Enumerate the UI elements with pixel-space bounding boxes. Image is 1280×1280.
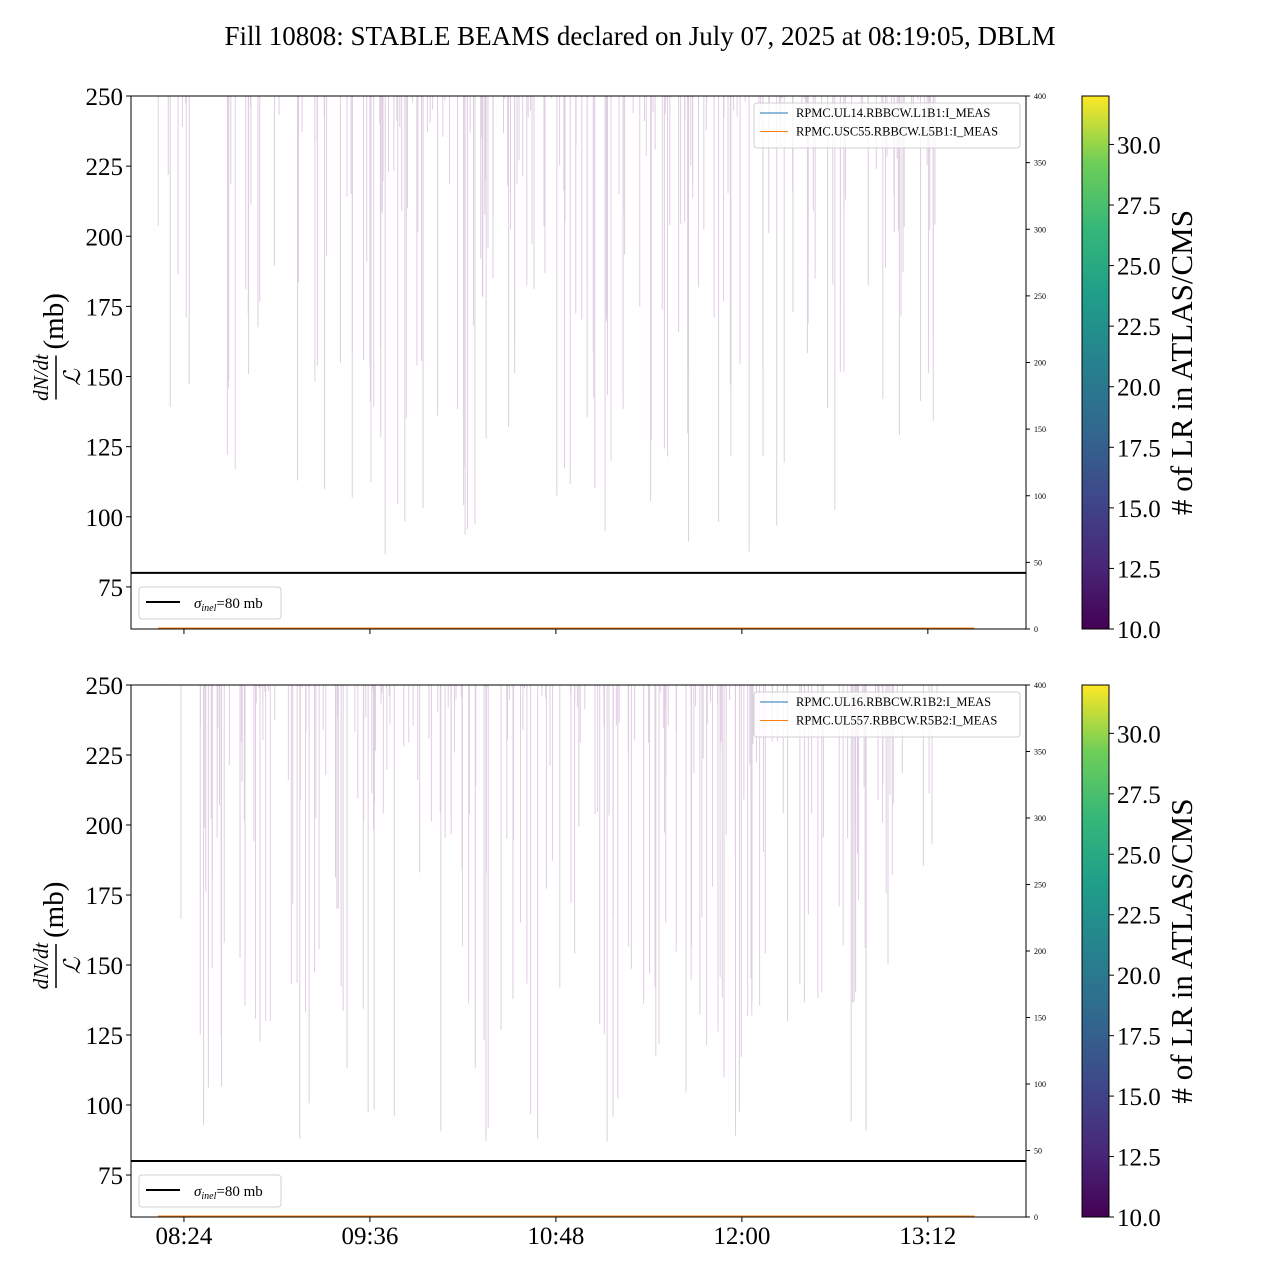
reference-legend: σinel=80 mb (138, 1174, 282, 1208)
colorbar-gradient (1081, 684, 1110, 1218)
y2-tick-label: 400 (1034, 92, 1046, 101)
legend-label-1: RPMC.UL14.RBBCW.L1B1:I_MEAS (796, 106, 990, 120)
colorbar-tick-label: 12.5 (1117, 556, 1161, 583)
y-label-unit: (mb) (38, 882, 70, 938)
reference-legend-box (138, 586, 282, 620)
reference-legend: σinel=80 mb (138, 586, 282, 620)
legend-label-1: RPMC.UL16.RBBCW.R1B2:I_MEAS (796, 695, 991, 709)
y2-tick-label: 400 (1034, 681, 1046, 690)
series-legend: RPMC.UL14.RBBCW.L1B1:I_MEAS RPMC.USC55.RB… (753, 102, 1021, 149)
y-axis-label: dN/dt ℒ (mb) (29, 882, 85, 990)
data-spikes (164, 685, 938, 1142)
y-label-numerator: dN/dt (29, 942, 53, 990)
y-tick-label: 175 (86, 294, 124, 321)
legend-label-2: RPMC.USC55.RBBCW.L5B1:I_MEAS (796, 125, 998, 139)
y-tick-label: 150 (86, 953, 124, 980)
y-label-denominator: ℒ (60, 957, 85, 974)
y-tick-label: 250 (86, 673, 124, 700)
x-tick-label: 13:12 (899, 1223, 956, 1250)
colorbar-tick-label: 10.0 (1117, 1205, 1161, 1232)
colorbar-label: # of LR in ATLAS/CMS (1164, 210, 1199, 515)
colorbar-tick-label: 22.5 (1117, 903, 1161, 930)
colorbar-tick-label: 22.5 (1117, 314, 1161, 341)
y-tick-label: 175 (86, 883, 124, 910)
y-tick-label: 200 (86, 813, 124, 840)
y-tick-label: 75 (98, 575, 123, 602)
y-tick-label: 100 (86, 1093, 124, 1120)
y2-tick-label: 0 (1034, 1213, 1038, 1222)
y-tick-label: 225 (86, 154, 124, 181)
series-legend-box (753, 691, 1021, 738)
colorbar: 10.0 12.5 15.0 17.5 20.0 22.5 25.0 27.5 30.0 # of… (1081, 684, 1199, 1232)
colorbar-gradient (1081, 95, 1110, 630)
y-tick-label: 250 (86, 84, 124, 111)
y-label-unit: (mb) (38, 293, 70, 349)
colorbar-label: # of LR in ATLAS/CMS (1164, 799, 1199, 1104)
colorbar-tick-label: 30.0 (1117, 721, 1161, 748)
y-tick-label: 75 (98, 1163, 123, 1190)
y2-tick-label: 100 (1034, 492, 1046, 501)
colorbar-tick-label: 15.0 (1117, 496, 1161, 523)
colorbar-tick-label: 30.0 (1117, 132, 1161, 159)
colorbar-tick-label: 12.5 (1117, 1145, 1161, 1172)
y2-tick-label: 100 (1034, 1080, 1046, 1089)
colorbar-tick-label: 17.5 (1117, 1024, 1161, 1051)
y-tick-label: 100 (86, 505, 124, 532)
series-legend-box (753, 102, 1021, 149)
colorbar-tick-label: 20.0 (1117, 375, 1161, 402)
x-tick-label: 10:48 (527, 1223, 584, 1250)
y2-tick-label: 250 (1034, 881, 1046, 890)
y2-tick-label: 300 (1034, 814, 1046, 823)
y2-tick-label: 50 (1034, 1147, 1042, 1156)
colorbar-tick-label: 25.0 (1117, 254, 1161, 281)
data-spikes (157, 96, 939, 555)
figure-title: Fill 10808: STABLE BEAMS declared on Jul… (224, 21, 1055, 51)
y-label-numerator: dN/dt (29, 353, 53, 401)
colorbar-tick-label: 10.0 (1117, 617, 1161, 644)
series-legend: RPMC.UL16.RBBCW.R1B2:I_MEAS RPMC.UL557.RB… (753, 691, 1021, 738)
y-tick-label: 225 (86, 743, 124, 770)
reference-legend-label: σinel=80 mb (194, 1184, 263, 1202)
y2-tick-label: 250 (1034, 292, 1046, 301)
chart-panel-2: 75 100 125 150 175 200 225 250 0 50 100 150 200 250 30… (29, 673, 1199, 1250)
y2-tick-label: 50 (1034, 558, 1042, 567)
y2-tick-label: 200 (1034, 359, 1046, 368)
colorbar: 10.0 12.5 15.0 17.5 20.0 22.5 25.0 27.5 30.0 # of… (1081, 95, 1199, 644)
y2-tick-label: 200 (1034, 947, 1046, 956)
y-label-denominator: ℒ (60, 369, 85, 386)
y2-tick-label: 150 (1034, 1014, 1046, 1023)
y2-tick-label: 300 (1034, 225, 1046, 234)
y2-tick-label: 150 (1034, 425, 1046, 434)
y-tick-label: 150 (86, 365, 124, 392)
colorbar-tick-label: 20.0 (1117, 963, 1161, 990)
y-tick-label: 125 (86, 1023, 124, 1050)
x-tick-label: 09:36 (341, 1223, 398, 1250)
x-tick-label: 08:24 (155, 1223, 212, 1250)
chart-panel-1: 75 100 125 150 175 200 225 250 0 50 100 150 200 250 30… (29, 84, 1199, 644)
plot-frame (130, 95, 1027, 630)
y-axis-label: dN/dt ℒ (mb) (29, 293, 85, 401)
y-tick-label: 200 (86, 224, 124, 251)
colorbar-tick-label: 17.5 (1117, 435, 1161, 462)
colorbar-tick-label: 15.0 (1117, 1084, 1161, 1111)
legend-label-2: RPMC.UL557.RBBCW.R5B2:I_MEAS (796, 714, 997, 728)
colorbar-tick-label: 27.5 (1117, 193, 1161, 220)
y2-tick-label: 0 (1034, 625, 1038, 634)
y2-tick-label: 350 (1034, 748, 1046, 757)
colorbar-tick-label: 25.0 (1117, 842, 1161, 869)
y-tick-label: 125 (86, 435, 124, 462)
x-tick-label: 12:00 (713, 1223, 770, 1250)
colorbar-tick-label: 27.5 (1117, 782, 1161, 809)
y2-tick-label: 350 (1034, 159, 1046, 168)
reference-legend-box (138, 1174, 282, 1208)
reference-legend-label: σinel=80 mb (194, 596, 263, 614)
